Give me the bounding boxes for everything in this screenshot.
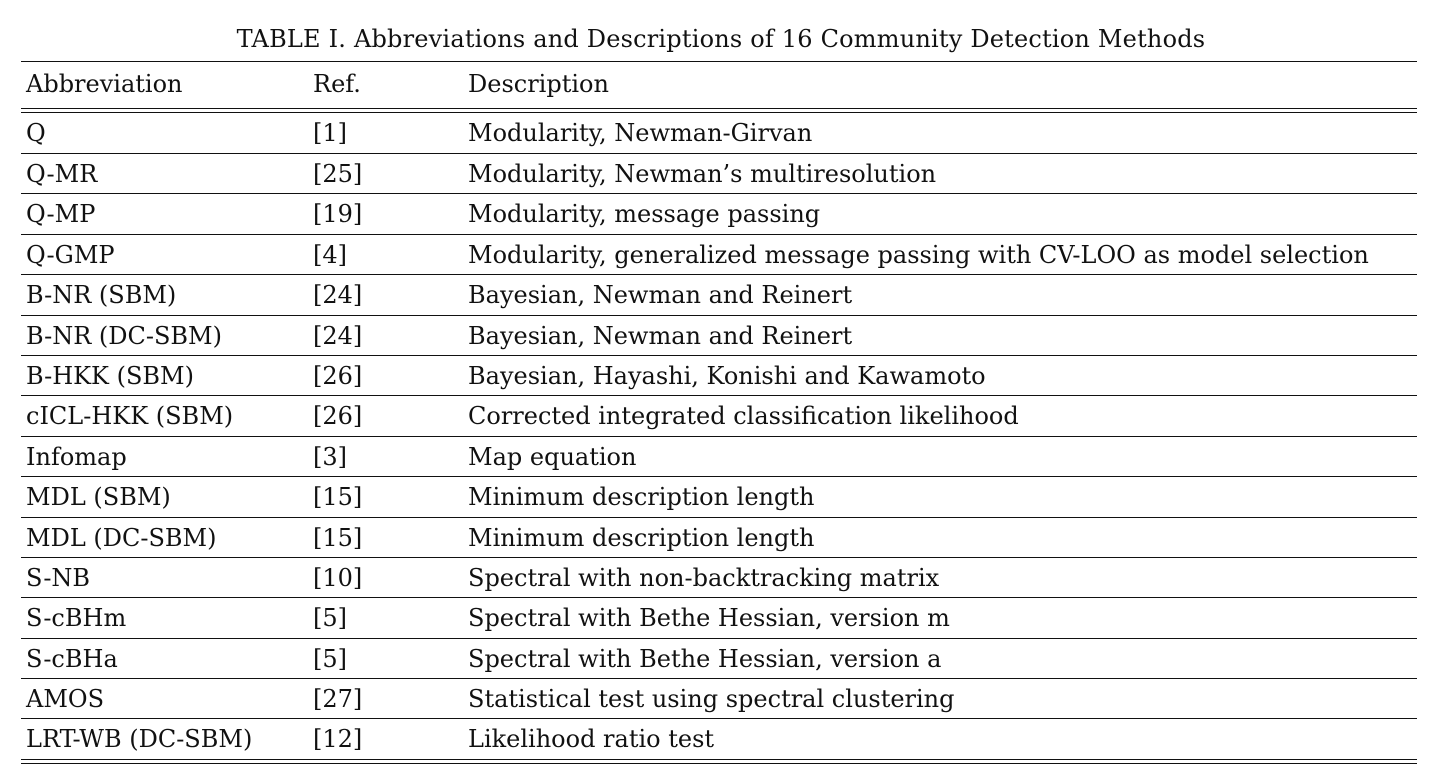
- row-description: Spectral with Bethe Hessian, version m: [468, 604, 950, 633]
- row-description: Bayesian, Hayashi, Konishi and Kawamoto: [468, 361, 986, 390]
- header-ref: Ref.: [313, 70, 361, 98]
- row-abbreviation: Q-MP: [26, 200, 96, 229]
- row-ref: [26]: [313, 361, 363, 390]
- table-row: B-HKK (SBM) [26] Bayesian, Hayashi, Koni…: [21, 356, 1417, 397]
- table-row: MDL (SBM) [15] Minimum description lengt…: [21, 477, 1417, 518]
- table-row: Q-MR [25] Modularity, Newman’s multireso…: [21, 154, 1417, 195]
- table-row: Q-GMP [4] Modularity, generalized messag…: [21, 235, 1417, 276]
- table-row: MDL (DC-SBM) [15] Minimum description le…: [21, 518, 1417, 558]
- row-description: Spectral with non-backtracking matrix: [468, 563, 940, 592]
- row-description: Bayesian, Newman and Reinert: [468, 281, 853, 310]
- row-abbreviation: S-NB: [26, 563, 91, 592]
- table-row: B-NR (DC-SBM) [24] Bayesian, Newman and …: [21, 316, 1417, 356]
- row-description: Map equation: [468, 442, 637, 471]
- row-ref: [12]: [313, 725, 363, 754]
- row-ref: [15]: [313, 523, 363, 552]
- row-abbreviation: MDL (SBM): [26, 483, 171, 512]
- row-description: Modularity, message passing: [468, 200, 821, 229]
- row-abbreviation: Q-GMP: [26, 240, 115, 269]
- row-description: Spectral with Bethe Hessian, version a: [468, 644, 942, 673]
- table-row: S-cBHa [5] Spectral with Bethe Hessian, …: [21, 639, 1417, 680]
- row-abbreviation: LRT-WB (DC-SBM): [26, 725, 253, 754]
- row-ref: [26]: [313, 402, 363, 431]
- row-ref: [15]: [313, 483, 363, 512]
- table-row: S-cBHm [5] Spectral with Bethe Hessian, …: [21, 598, 1417, 639]
- row-ref: [5]: [313, 604, 347, 633]
- row-abbreviation: cICL-HKK (SBM): [26, 402, 234, 431]
- row-description: Bayesian, Newman and Reinert: [468, 321, 853, 350]
- row-abbreviation: B-HKK (SBM): [26, 361, 194, 390]
- table-row: Q-MP [19] Modularity, message passing: [21, 194, 1417, 235]
- row-ref: [4]: [313, 240, 347, 269]
- row-description: Minimum description length: [468, 483, 815, 512]
- header-description: Description: [468, 70, 609, 98]
- table-row: AMOS [27] Statistical test using spectra…: [21, 679, 1417, 720]
- row-ref: [10]: [313, 563, 363, 592]
- row-abbreviation: Q: [26, 119, 46, 147]
- row-abbreviation: MDL (DC-SBM): [26, 523, 217, 552]
- row-description: Corrected integrated classification like…: [468, 402, 1019, 431]
- row-description: Modularity, Newman’s multiresolution: [468, 160, 937, 188]
- table-caption: TABLE I. Abbreviations and Descriptions …: [236, 25, 1206, 53]
- row-abbreviation: B-NR (DC-SBM): [26, 321, 222, 350]
- row-ref: [27]: [313, 685, 363, 714]
- row-abbreviation: Q-MR: [26, 160, 98, 188]
- row-description: Minimum description length: [468, 523, 815, 552]
- table-header-row: Abbreviation Ref. Description: [21, 62, 1417, 108]
- table-row: Infomap [3] Map equation: [21, 437, 1417, 478]
- row-description: Modularity, generalized message passing …: [468, 240, 1369, 269]
- table-row: Q [1] Modularity, Newman-Girvan: [21, 113, 1417, 154]
- row-ref: [3]: [313, 442, 347, 471]
- row-ref: [25]: [313, 160, 363, 188]
- row-abbreviation: S-cBHa: [26, 644, 118, 673]
- row-abbreviation: AMOS: [26, 685, 105, 714]
- row-ref: [24]: [313, 281, 363, 310]
- row-ref: [1]: [313, 119, 347, 147]
- row-abbreviation: B-NR (SBM): [26, 281, 177, 310]
- row-description: Likelihood ratio test: [468, 725, 715, 754]
- row-description: Modularity, Newman-Girvan: [468, 119, 813, 147]
- row-ref: [24]: [313, 321, 363, 350]
- row-abbreviation: Infomap: [26, 442, 127, 471]
- table-row: B-NR (SBM) [24] Bayesian, Newman and Rei…: [21, 275, 1417, 316]
- row-abbreviation: S-cBHm: [26, 604, 127, 633]
- row-description: Statistical test using spectral clusteri…: [468, 685, 955, 714]
- table-row: S-NB [10] Spectral with non-backtracking…: [21, 558, 1417, 599]
- table-row: LRT-WB (DC-SBM) [12] Likelihood ratio te…: [21, 719, 1417, 759]
- header-double-rule: [21, 108, 1417, 113]
- top-rule: [21, 61, 1417, 62]
- bottom-double-rule: [21, 759, 1417, 765]
- header-abbreviation: Abbreviation: [26, 70, 183, 98]
- table-row: cICL-HKK (SBM) [26] Corrected integrated…: [21, 396, 1417, 437]
- row-ref: [5]: [313, 644, 347, 673]
- row-ref: [19]: [313, 200, 363, 229]
- methods-table: Abbreviation Ref. Description Q [1] Modu…: [21, 61, 1417, 765]
